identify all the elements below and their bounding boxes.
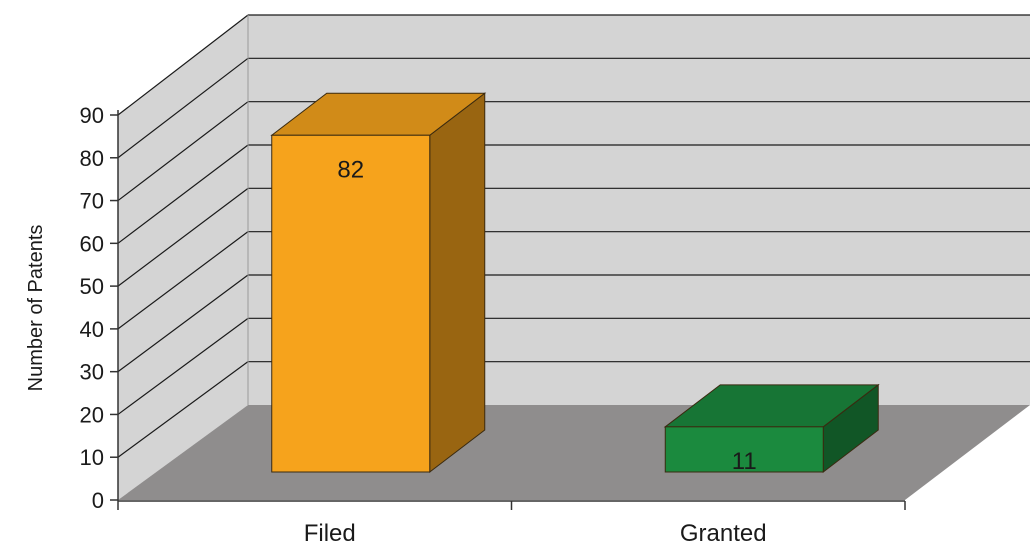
y-tick-label: 70 — [80, 189, 104, 214]
y-tick-label: 40 — [80, 317, 104, 342]
y-tick-label: 50 — [80, 274, 104, 299]
axes — [110, 110, 906, 510]
y-tick-label: 80 — [80, 146, 104, 171]
data-label: 82 — [337, 156, 364, 183]
gridline-side — [117, 187, 249, 287]
gridline-side — [117, 101, 249, 202]
gridline-side — [117, 231, 249, 330]
y-tick-label: 20 — [80, 402, 104, 427]
y-axis-title: Number of Patents — [25, 225, 47, 392]
gridline-side — [117, 317, 249, 415]
y-tick-label: 90 — [80, 103, 104, 128]
bar-side-face — [429, 92, 486, 474]
chart-floor — [118, 405, 1030, 500]
y-tick-label: 60 — [80, 231, 104, 256]
bar-front-face — [271, 134, 431, 473]
side-wall — [118, 15, 248, 500]
bars — [270, 92, 880, 474]
gridline-side — [117, 361, 249, 458]
floor-plane — [118, 405, 1030, 500]
gridline-side — [117, 57, 249, 159]
gridline-side — [117, 144, 249, 244]
gridline-side — [117, 14, 249, 116]
y-tick-label: 30 — [80, 360, 104, 385]
x-category-label: Filed — [304, 520, 356, 546]
bar-granted — [663, 383, 880, 474]
gridline-side — [117, 274, 249, 373]
labels: 0 10 20 30 40 50 60 70 80 90 82 Filed 11 Granted — [80, 103, 767, 546]
y-tick-label: 10 — [80, 445, 104, 470]
bar-front-face — [664, 426, 824, 473]
bar-filed — [270, 92, 487, 474]
data-label: 11 — [732, 448, 757, 475]
y-tick-label: 0 — [92, 488, 104, 513]
x-category-label: Granted — [680, 520, 767, 546]
